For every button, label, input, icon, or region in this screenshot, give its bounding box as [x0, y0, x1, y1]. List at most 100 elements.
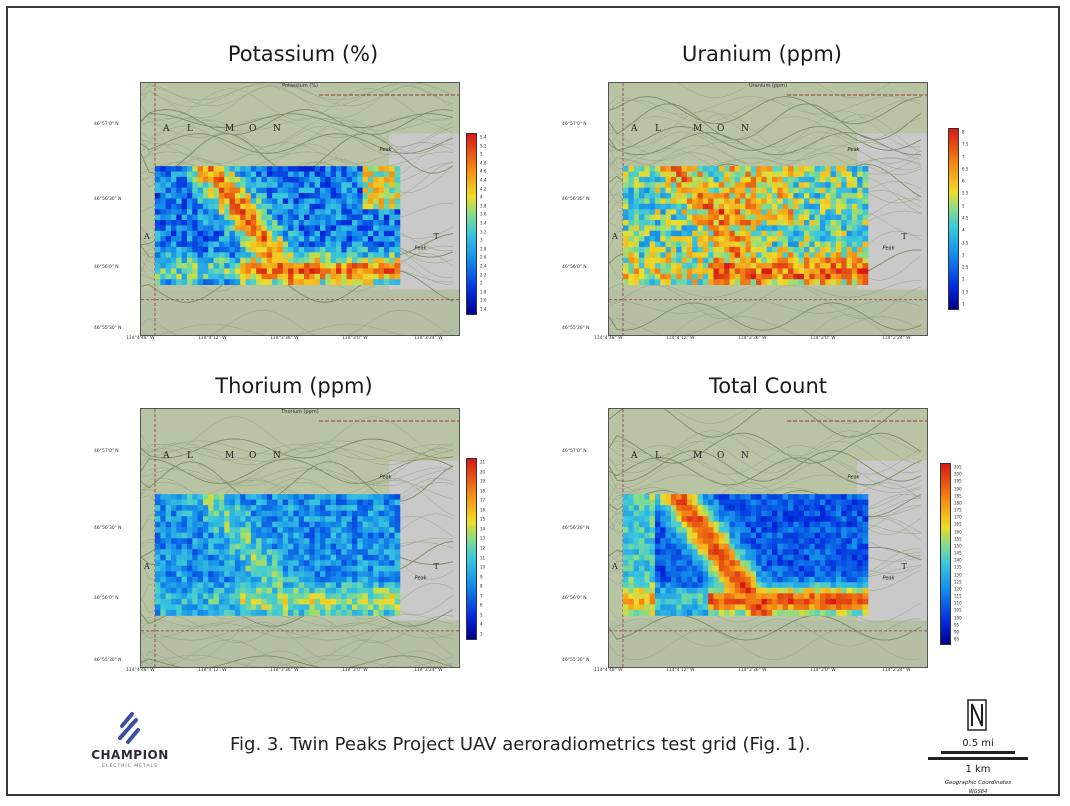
colorbar-tick-label: 205 — [954, 464, 962, 470]
map-place-letter: A — [162, 451, 171, 461]
map-total-count: A L M O N A T Peak Peak — [608, 408, 928, 668]
colorbar-tick-label: 125 — [954, 579, 962, 585]
map-place-letter: N — [741, 124, 750, 134]
colorbar-tick-label: 2.5 — [962, 264, 969, 270]
colorbar-tick-label: 95 — [954, 622, 960, 628]
colorbar-tick-label: 6.5 — [962, 166, 969, 172]
colorbar-tick-label: 2 — [962, 276, 965, 282]
colorbar-tick-label: 8 — [962, 129, 965, 135]
latitude-label: 46°56'30" N — [562, 526, 590, 532]
colorbar-tick-label: 170 — [954, 514, 962, 520]
scale-bar — [928, 751, 1028, 760]
map-place-letter: M — [225, 451, 235, 461]
colorbar-tick-label: 115 — [954, 593, 962, 599]
map-place-letter: O — [717, 124, 725, 134]
colorbar-ticks-thorium: 21 20 19 18 17 16 15 14 13 12 11 10 9 8 7 6 5 4 3 — [480, 458, 500, 638]
latitude-label: 46°56'0" N — [562, 595, 587, 601]
longitude-label: 114°3'0" W — [342, 336, 368, 341]
colorbar-tick-label: 4 — [962, 227, 965, 233]
scale-block: 0.5 mi 1 km Geographic Coordinates WGS84 — [923, 696, 1033, 806]
colorbar-tick-label: 150 — [954, 543, 962, 549]
colorbar-tick-label: 13 — [480, 535, 486, 541]
colorbar-tick-label: 19 — [480, 478, 486, 484]
latitude-label: 46°57'0" N — [562, 121, 587, 127]
colorbar-total-count — [940, 463, 951, 645]
colorbar-potassium — [466, 133, 477, 315]
colorbar-tick-label: 11 — [480, 555, 486, 561]
colorbar-tick-label: 4.4 — [480, 177, 487, 183]
colorbar-tick-label: 6 — [962, 178, 965, 184]
longitude-label: 114°4'12" W — [666, 336, 695, 341]
latitude-label: 46°57'0" N — [94, 121, 119, 127]
colorbar-ticks-potassium: 5.4 5.2 5 4.8 4.6 4.4 4.2 4 3.8 3.6 3.4 3.2 3 2.8 2.6 2… — [480, 133, 500, 313]
figure-caption: Fig. 3. Twin Peaks Project UAV aeroradio… — [230, 734, 811, 755]
map-place-letter: L — [655, 451, 662, 461]
map-peak-label: Peak — [882, 245, 895, 251]
colorbar-tick-label: 2.4 — [480, 263, 487, 269]
longitude-label: 114°3'36" W — [738, 336, 767, 341]
map-uranium: A L M O N A T Peak Peak Uranium (ppm) — [608, 82, 928, 336]
panel-title-uranium: Uranium (ppm) — [682, 42, 842, 66]
colorbar-tick-label: 5.4 — [480, 134, 487, 140]
map-place-letter: L — [187, 124, 194, 134]
colorbar-tick-label: 1.4 — [480, 306, 487, 312]
colorbar-tick-label: 1.8 — [480, 289, 487, 295]
colorbar-tick-label: 20 — [480, 469, 486, 475]
map-place-letter: O — [717, 451, 725, 461]
map-peak-label: Peak — [882, 575, 895, 581]
scale-coords-label: Geographic Coordinates — [944, 780, 1012, 786]
map-place-letter: O — [249, 451, 257, 461]
longitude-label: 114°4'12" W — [198, 336, 227, 341]
latitude-label: 46°57'0" N — [562, 448, 587, 454]
colorbar-tick-label: 4 — [480, 194, 483, 200]
longitude-label: 114°4'48" W — [126, 668, 155, 673]
map-place-letter: N — [273, 124, 282, 134]
latitude-label: 46°56'0" N — [94, 595, 119, 601]
map-place-letter: M — [693, 451, 703, 461]
map-place-letter: M — [225, 124, 235, 134]
map-subtitle: Uranium (ppm) — [748, 83, 788, 89]
colorbar-tick-label: 5 — [480, 612, 483, 618]
colorbar-ticks-uranium: 8 7.5 7 6.5 6 5.5 5 4.5 4 3.5 3 2.5 2 1.5 1 — [962, 128, 982, 308]
longitude-label: 114°4'48" W — [594, 336, 623, 341]
map-place-letter: L — [655, 124, 662, 134]
panel-title-total-count: Total Count — [708, 374, 828, 398]
logo-tagline: ELECTRIC METALS — [102, 764, 158, 769]
colorbar-tick-label: 7 — [480, 593, 483, 599]
latitude-label: 46°56'0" N — [562, 265, 587, 271]
map-place-letter: A — [630, 451, 639, 461]
colorbar-tick-label: 3.8 — [480, 203, 487, 209]
colorbar-tick-label: 145 — [954, 550, 962, 556]
colorbar-tick-label: 180 — [954, 500, 962, 506]
longitude-label: 114°3'36" W — [270, 668, 299, 673]
colorbar-tick-label: 4 — [480, 621, 483, 627]
map-thorium: A L M O N A T Peak Peak Thorium (ppm) — [140, 408, 460, 668]
colorbar-tick-label: 135 — [954, 564, 962, 570]
scale-mi-label: 0.5 mi — [962, 738, 994, 749]
colorbar-tick-label: 12 — [480, 545, 486, 551]
slide: Potassium (%) A L M O N A T Peak Peak Potassium … — [6, 6, 1060, 796]
colorbar-tick-label: 85 — [954, 636, 960, 642]
colorbar-tick-label: 3.2 — [480, 229, 487, 235]
longitude-label: 114°2'24" W — [882, 668, 911, 673]
map-place-letter: L — [187, 451, 194, 461]
colorbar-tick-label: 100 — [954, 615, 962, 620]
colorbar-tick-label: 8 — [480, 583, 483, 589]
colorbar-tick-label: 16 — [480, 507, 486, 513]
map-subtitle: Potassium (%) — [282, 83, 318, 89]
latitude-label: 46°55'30" N — [562, 325, 590, 331]
colorbar-thorium — [466, 458, 477, 640]
colorbar-tick-label: 110 — [954, 600, 962, 606]
colorbar-tick-label: 2.6 — [480, 254, 487, 260]
scale-datum-label: WGS84 — [968, 789, 988, 795]
colorbar-tick-label: 155 — [954, 536, 962, 542]
colorbar-tick-label: 4.5 — [962, 215, 969, 221]
latitude-label: 46°55'30" N — [562, 657, 590, 663]
colorbar-tick-label: 6 — [480, 602, 483, 608]
colorbar-tick-label: 14 — [480, 526, 486, 532]
map-place-letter: A — [630, 124, 639, 134]
longitude-label: 114°2'24" W — [414, 668, 443, 673]
colorbar-tick-label: 7.5 — [962, 141, 969, 147]
map-peak-label: Peak — [380, 147, 393, 153]
colorbar-tick-label: 3.4 — [480, 220, 487, 226]
